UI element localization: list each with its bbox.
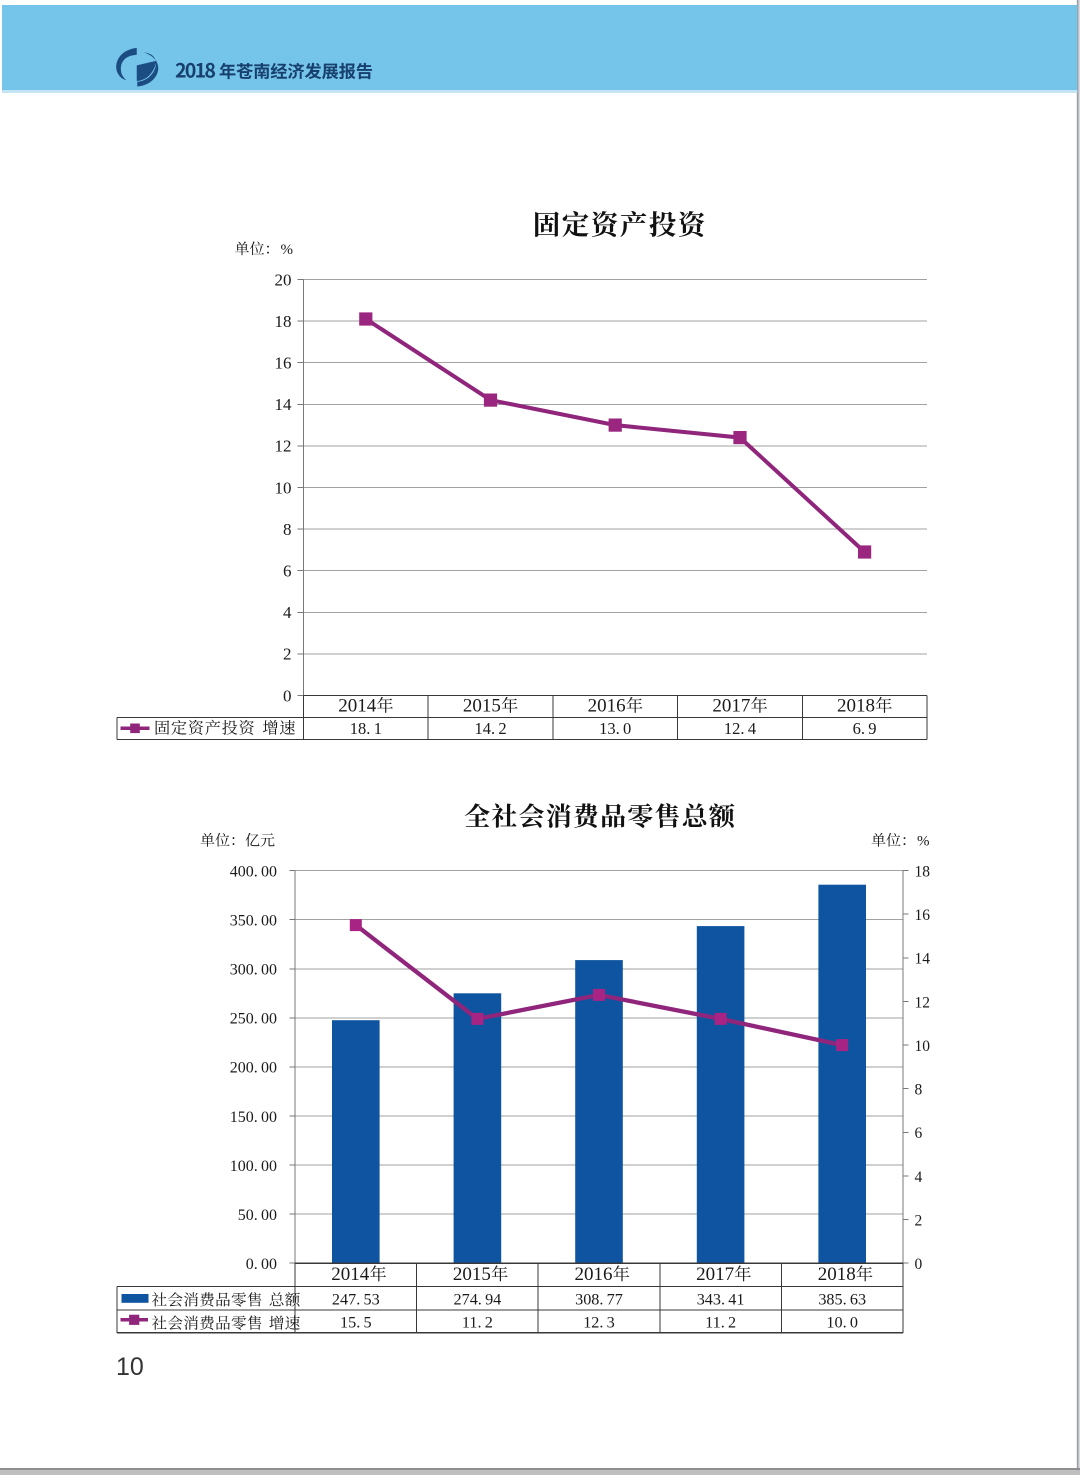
svg-text:18. 1: 18. 1 xyxy=(350,719,382,738)
svg-text:0. 00: 0. 00 xyxy=(246,1256,277,1273)
svg-text:12. 3: 12. 3 xyxy=(583,1314,615,1332)
svg-text:2014: 2014 xyxy=(338,696,377,717)
svg-text:385. 63: 385. 63 xyxy=(818,1291,866,1309)
svg-text:10: 10 xyxy=(116,1353,144,1381)
svg-text:2017: 2017 xyxy=(712,696,750,717)
svg-text:6: 6 xyxy=(915,1125,923,1142)
svg-text:14: 14 xyxy=(275,395,293,414)
svg-text:274. 94: 274. 94 xyxy=(454,1291,502,1309)
svg-text:10. 0: 10. 0 xyxy=(826,1314,858,1332)
svg-text:10: 10 xyxy=(275,478,292,497)
svg-text:18: 18 xyxy=(275,312,292,331)
svg-text:18: 18 xyxy=(915,863,931,880)
svg-text:247. 53: 247. 53 xyxy=(332,1291,380,1309)
svg-text:350. 00: 350. 00 xyxy=(230,913,277,930)
svg-text:2016: 2016 xyxy=(575,1264,613,1285)
svg-text:16: 16 xyxy=(275,354,292,373)
svg-text:12. 4: 12. 4 xyxy=(724,719,756,738)
svg-text:300. 00: 300. 00 xyxy=(230,962,277,979)
svg-text:13. 0: 13. 0 xyxy=(599,719,631,738)
svg-text:400. 00: 400. 00 xyxy=(230,863,277,880)
svg-text:4: 4 xyxy=(915,1169,923,1186)
svg-text:12: 12 xyxy=(275,437,292,456)
svg-text:6: 6 xyxy=(283,562,292,581)
svg-text:8: 8 xyxy=(283,520,292,539)
svg-text:14. 2: 14. 2 xyxy=(475,719,507,738)
svg-text:20: 20 xyxy=(275,270,292,289)
svg-text:2018: 2018 xyxy=(818,1264,856,1285)
svg-text:0: 0 xyxy=(283,686,292,705)
svg-text:2014: 2014 xyxy=(331,1264,370,1285)
svg-text:4: 4 xyxy=(283,603,292,622)
svg-text:100. 00: 100. 00 xyxy=(230,1158,277,1175)
svg-text:2018: 2018 xyxy=(837,696,875,717)
svg-text:14: 14 xyxy=(915,951,931,968)
svg-text:0: 0 xyxy=(915,1256,923,1273)
svg-text:50. 00: 50. 00 xyxy=(238,1207,277,1224)
svg-text:%: % xyxy=(281,242,294,258)
svg-text:2015: 2015 xyxy=(453,1264,491,1285)
svg-text:11. 2: 11. 2 xyxy=(705,1314,736,1332)
svg-text:2017: 2017 xyxy=(696,1264,734,1285)
svg-text:150. 00: 150. 00 xyxy=(230,1109,277,1126)
svg-text:%: % xyxy=(917,834,930,850)
svg-text:16: 16 xyxy=(915,907,931,924)
svg-text:15. 5: 15. 5 xyxy=(340,1314,372,1332)
svg-text:343. 41: 343. 41 xyxy=(697,1291,745,1309)
svg-text:2015: 2015 xyxy=(463,696,501,717)
svg-text:8: 8 xyxy=(915,1082,923,1099)
svg-text:2: 2 xyxy=(283,645,292,664)
svg-text:11. 2: 11. 2 xyxy=(462,1314,493,1332)
svg-text:308. 77: 308. 77 xyxy=(575,1291,623,1309)
svg-text:6. 9: 6. 9 xyxy=(853,719,877,738)
svg-text:2016: 2016 xyxy=(588,696,626,717)
svg-text:10: 10 xyxy=(915,1038,931,1055)
svg-text:12: 12 xyxy=(915,994,931,1011)
svg-text:200. 00: 200. 00 xyxy=(230,1060,277,1077)
svg-text:2: 2 xyxy=(915,1212,923,1229)
svg-text:250. 00: 250. 00 xyxy=(230,1011,277,1028)
